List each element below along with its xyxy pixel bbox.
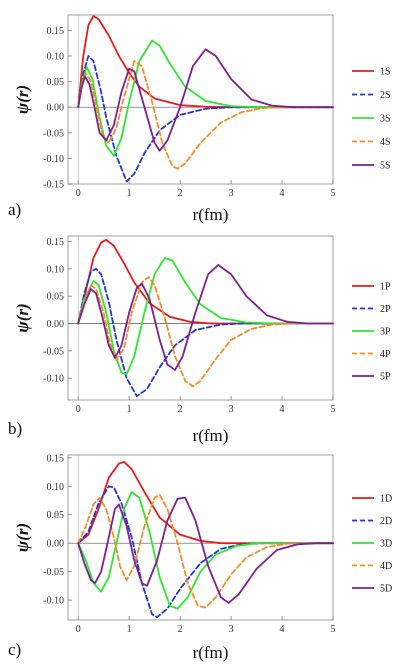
- x-tick-label: 1: [127, 404, 132, 415]
- y-tick-label: -0.10: [43, 154, 64, 165]
- x-tick-label: 0: [76, 404, 81, 415]
- legend-label-1P: 1P: [380, 282, 391, 293]
- panel-label: a): [8, 200, 21, 219]
- series-line-5P: [77, 264, 334, 371]
- x-tick-label: 0: [76, 188, 81, 199]
- y-tick-label: -0.05: [43, 346, 64, 357]
- x-tick-label: 4: [280, 624, 285, 635]
- legend-label-4S: 4S: [380, 137, 391, 148]
- legend-label-3D: 3D: [380, 539, 392, 550]
- series-line-2S: [77, 55, 334, 183]
- x-axis-label: r(fm): [193, 426, 229, 445]
- x-tick-label: 5: [331, 404, 336, 415]
- x-tick-label: 3: [229, 404, 234, 415]
- y-axis-label: ψ(r): [13, 303, 32, 332]
- y-tick-label: 0.00: [47, 539, 65, 550]
- series-line-3P: [77, 256, 334, 376]
- chart-panel-c: 0.15 0.10 0.05 0.00 -0.05 -0.10 0 1 2 3 4 5 1D 2D 3D 4D…: [8, 453, 392, 662]
- y-tick-label: 0.10: [47, 482, 65, 493]
- legend-label-5D: 5D: [380, 584, 392, 595]
- x-tick-label: 4: [280, 188, 285, 199]
- x-axis-label: r(fm): [193, 205, 229, 224]
- x-axis-label: r(fm): [193, 643, 229, 662]
- x-tick-label: 0: [76, 624, 81, 635]
- x-tick-label: 2: [178, 624, 183, 635]
- y-tick-label: -0.05: [43, 567, 64, 578]
- series-line-1D: [77, 460, 334, 545]
- y-tick-label: -0.05: [43, 128, 64, 139]
- y-axis-label: ψ(r): [13, 85, 32, 114]
- chart-panel-a: 0.15 0.10 0.05 0.00 -0.05 -0.10 -0.15 0 1 2 3 4 5 1S 2…: [8, 14, 391, 224]
- legend-label-5S: 5S: [380, 161, 391, 172]
- series-line-2P: [77, 267, 334, 398]
- panel-label: c): [8, 640, 21, 659]
- plot-frame: [67, 235, 334, 401]
- series-line-3D: [77, 491, 334, 610]
- legend-label-2S: 2S: [380, 90, 391, 101]
- y-tick-label: 0.00: [47, 103, 65, 114]
- series-line-4D: [77, 493, 334, 609]
- chart-panel-b: 0.15 0.10 0.05 0.00 -0.05 -0.10 0 1 2 3 4 5 1P 2P 3P 4P…: [8, 235, 391, 445]
- y-tick-label: 0.15: [47, 453, 65, 464]
- series-line-3S: [77, 39, 334, 157]
- series-line-2D: [77, 485, 334, 619]
- y-tick-label: -0.15: [43, 180, 64, 191]
- plot-frame: [67, 454, 334, 621]
- x-tick-label: 5: [331, 624, 336, 635]
- series-line-5D: [77, 496, 334, 604]
- x-tick-label: 4: [280, 404, 285, 415]
- legend-label-4P: 4P: [380, 349, 391, 360]
- y-tick-label: 0.10: [47, 264, 65, 275]
- legend-label-5P: 5P: [380, 372, 391, 383]
- x-tick-label: 3: [229, 188, 234, 199]
- x-tick-label: 3: [229, 624, 234, 635]
- series-line-4P: [77, 276, 334, 388]
- legend-label-2P: 2P: [380, 304, 391, 315]
- y-tick-label: -0.10: [43, 374, 64, 385]
- x-tick-label: 2: [178, 404, 183, 415]
- y-tick-label: 0.05: [47, 77, 65, 88]
- x-tick-label: 2: [178, 188, 183, 199]
- legend-label-3P: 3P: [380, 327, 391, 338]
- plot-frame: [67, 14, 334, 185]
- y-tick-label: -0.10: [43, 596, 64, 607]
- legend-label-3S: 3S: [380, 114, 391, 125]
- y-tick-label: 0.10: [47, 51, 65, 62]
- series-line-1S: [77, 15, 334, 109]
- series-line-1P: [77, 238, 334, 325]
- legend-label-4D: 4D: [380, 561, 392, 572]
- y-tick-label: 0.00: [47, 319, 65, 330]
- panel-label: b): [8, 419, 22, 438]
- legend-label-2D: 2D: [380, 516, 392, 527]
- legend-label-1D: 1D: [380, 494, 392, 505]
- y-axis-label: ψ(r): [13, 523, 32, 552]
- x-tick-label: 5: [331, 188, 336, 199]
- y-tick-label: 0.15: [47, 26, 65, 37]
- legend-label-1S: 1S: [380, 67, 391, 78]
- x-tick-label: 1: [127, 188, 132, 199]
- y-tick-label: 0.05: [47, 292, 65, 303]
- y-tick-label: 0.15: [47, 237, 65, 248]
- series-line-4S: [77, 60, 334, 170]
- series-line-5S: [77, 48, 334, 152]
- x-tick-label: 1: [127, 624, 132, 635]
- y-tick-label: 0.05: [47, 510, 65, 521]
